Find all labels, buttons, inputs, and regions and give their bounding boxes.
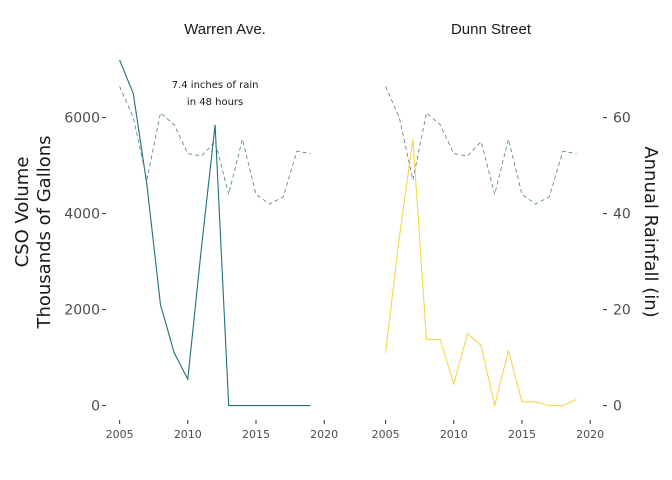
panel-dunn: Dunn Street	[451, 21, 532, 38]
left-y-axis: 0 2000 4000 6000	[64, 111, 106, 415]
x-tick-label-p1-2005: 2005	[372, 428, 400, 441]
rainfall-line-dunn	[385, 86, 577, 205]
left-tick-label-4000: 4000	[64, 207, 100, 223]
right-tick-label-0: 0	[613, 399, 622, 415]
x-axes: 2005 2010 2015 2020 2005 2010 2015 2020	[106, 420, 604, 441]
annotation-line1: 7.4 inches of rain	[172, 80, 259, 91]
x-tick-label-p0-2010: 2010	[174, 428, 202, 441]
panel-warren: Warren Ave.	[184, 21, 266, 38]
right-tick-label-40: 40	[613, 207, 631, 223]
x-tick-label-p1-2010: 2010	[440, 428, 468, 441]
cso-line-dunn	[385, 139, 577, 407]
left-tick-label-6000: 6000	[64, 111, 100, 127]
left-tick-label-2000: 2000	[64, 303, 100, 319]
right-axis-title: Annual Rainfall (in)	[640, 146, 661, 317]
x-tick-label-p1-2015: 2015	[508, 428, 536, 441]
series-layer	[119, 59, 577, 407]
x-tick-label-p1-2020: 2020	[576, 428, 604, 441]
annotation-line2: in 48 hours	[187, 97, 243, 108]
left-axis-title-line2: Thousands of Gallons	[34, 135, 55, 329]
x-tick-label-p0-2015: 2015	[242, 428, 270, 441]
right-tick-label-20: 20	[613, 303, 631, 319]
x-tick-label-p0-2020: 2020	[310, 428, 338, 441]
panel-title-dunn: Dunn Street	[451, 21, 532, 38]
rainfall-line-warren	[119, 86, 311, 205]
panel-title-warren: Warren Ave.	[184, 21, 266, 38]
x-tick-label-p0-2005: 2005	[106, 428, 134, 441]
left-tick-label-0: 0	[91, 399, 100, 415]
left-axis-title-line1: CSO Volume	[12, 157, 33, 268]
cso-line-warren	[119, 59, 311, 407]
right-tick-label-60: 60	[613, 111, 631, 127]
right-y-axis: 0 20 40 60	[603, 111, 631, 415]
